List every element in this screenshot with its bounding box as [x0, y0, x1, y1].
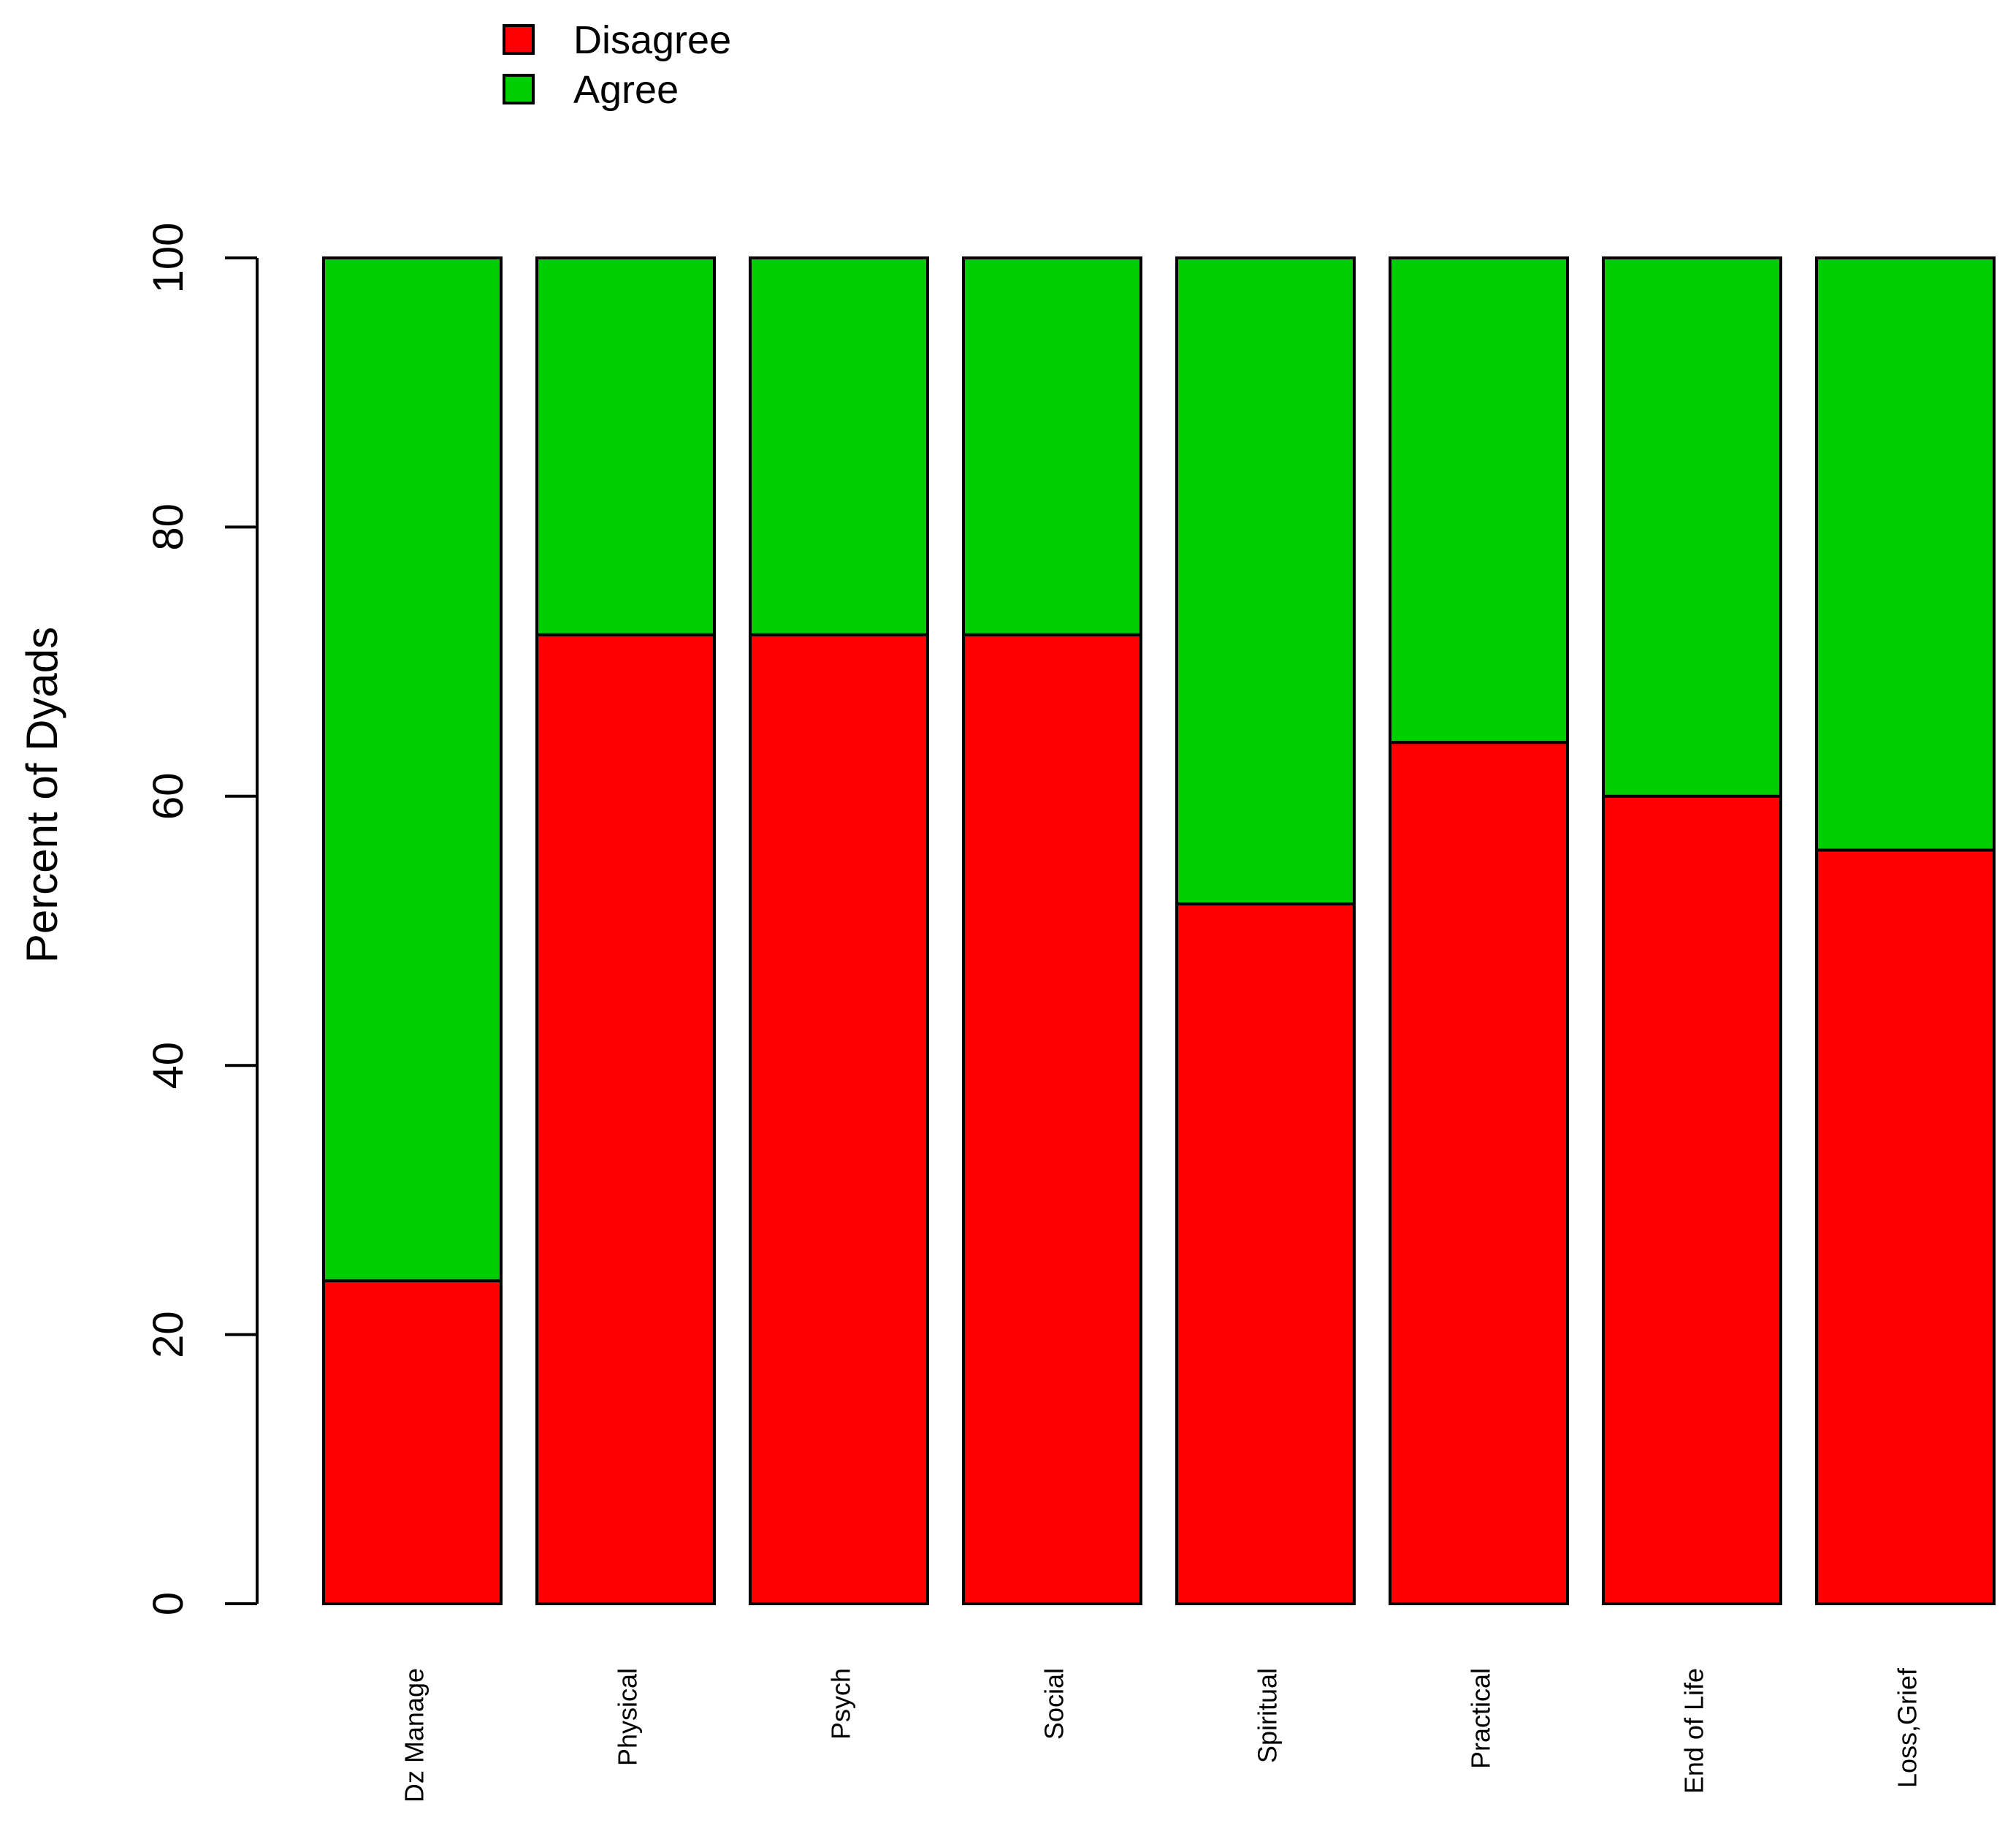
x-tick-label: Practical — [1466, 1668, 1496, 1769]
bar-agree-social — [962, 256, 1142, 636]
bar-agree-psych — [749, 256, 929, 636]
bar-disagree-dz-manage — [322, 1279, 503, 1606]
bar-disagree-physical — [535, 633, 716, 1605]
y-tick-label: 60 — [145, 773, 192, 820]
legend-label-disagree: Disagree — [573, 18, 731, 62]
bar-disagree-practical — [1389, 741, 1569, 1605]
legend: Disagree Agree — [503, 18, 731, 112]
y-tick-label: 20 — [145, 1311, 192, 1358]
x-tick-label: Social — [1039, 1668, 1069, 1740]
bars — [322, 256, 1996, 1606]
legend-swatch-agree — [503, 74, 535, 104]
x-tick-label: End of Life — [1679, 1668, 1709, 1794]
y-tick-label: 40 — [145, 1042, 192, 1089]
x-tick-label: Dz Manage — [400, 1668, 429, 1802]
legend-label-agree: Agree — [573, 68, 679, 112]
bar-agree-physical — [535, 256, 716, 636]
legend-swatch-disagree — [503, 24, 535, 55]
x-axis-labels: Dz Manage Physical Psych Social Spiritual Pra… — [400, 1667, 1923, 1802]
bar-agree-spiritual — [1175, 256, 1356, 906]
bar-agree-loss-grief — [1815, 256, 1996, 852]
bar-disagree-psych — [749, 633, 929, 1605]
y-tick-label: 100 — [145, 223, 192, 294]
x-tick-label: Spiritual — [1253, 1668, 1283, 1763]
y-tick-label: 80 — [145, 503, 192, 551]
bar-agree-end-of-life — [1602, 256, 1782, 798]
bar-disagree-end-of-life — [1602, 794, 1782, 1605]
x-tick-label: Psych — [826, 1668, 856, 1740]
x-tick-label: Physical — [613, 1668, 643, 1766]
y-axis: 0 20 40 60 80 100 — [145, 223, 259, 1615]
y-tick-label: 0 — [145, 1592, 192, 1615]
bar-disagree-loss-grief — [1815, 848, 1996, 1605]
x-tick-label: Loss,Grief — [1893, 1667, 1923, 1788]
bar-disagree-spiritual — [1175, 902, 1356, 1606]
y-axis-label: Percent of Dyads — [18, 627, 66, 963]
bar-agree-practical — [1389, 256, 1569, 745]
bar-agree-dz-manage — [322, 256, 503, 1282]
bar-disagree-social — [962, 633, 1142, 1605]
